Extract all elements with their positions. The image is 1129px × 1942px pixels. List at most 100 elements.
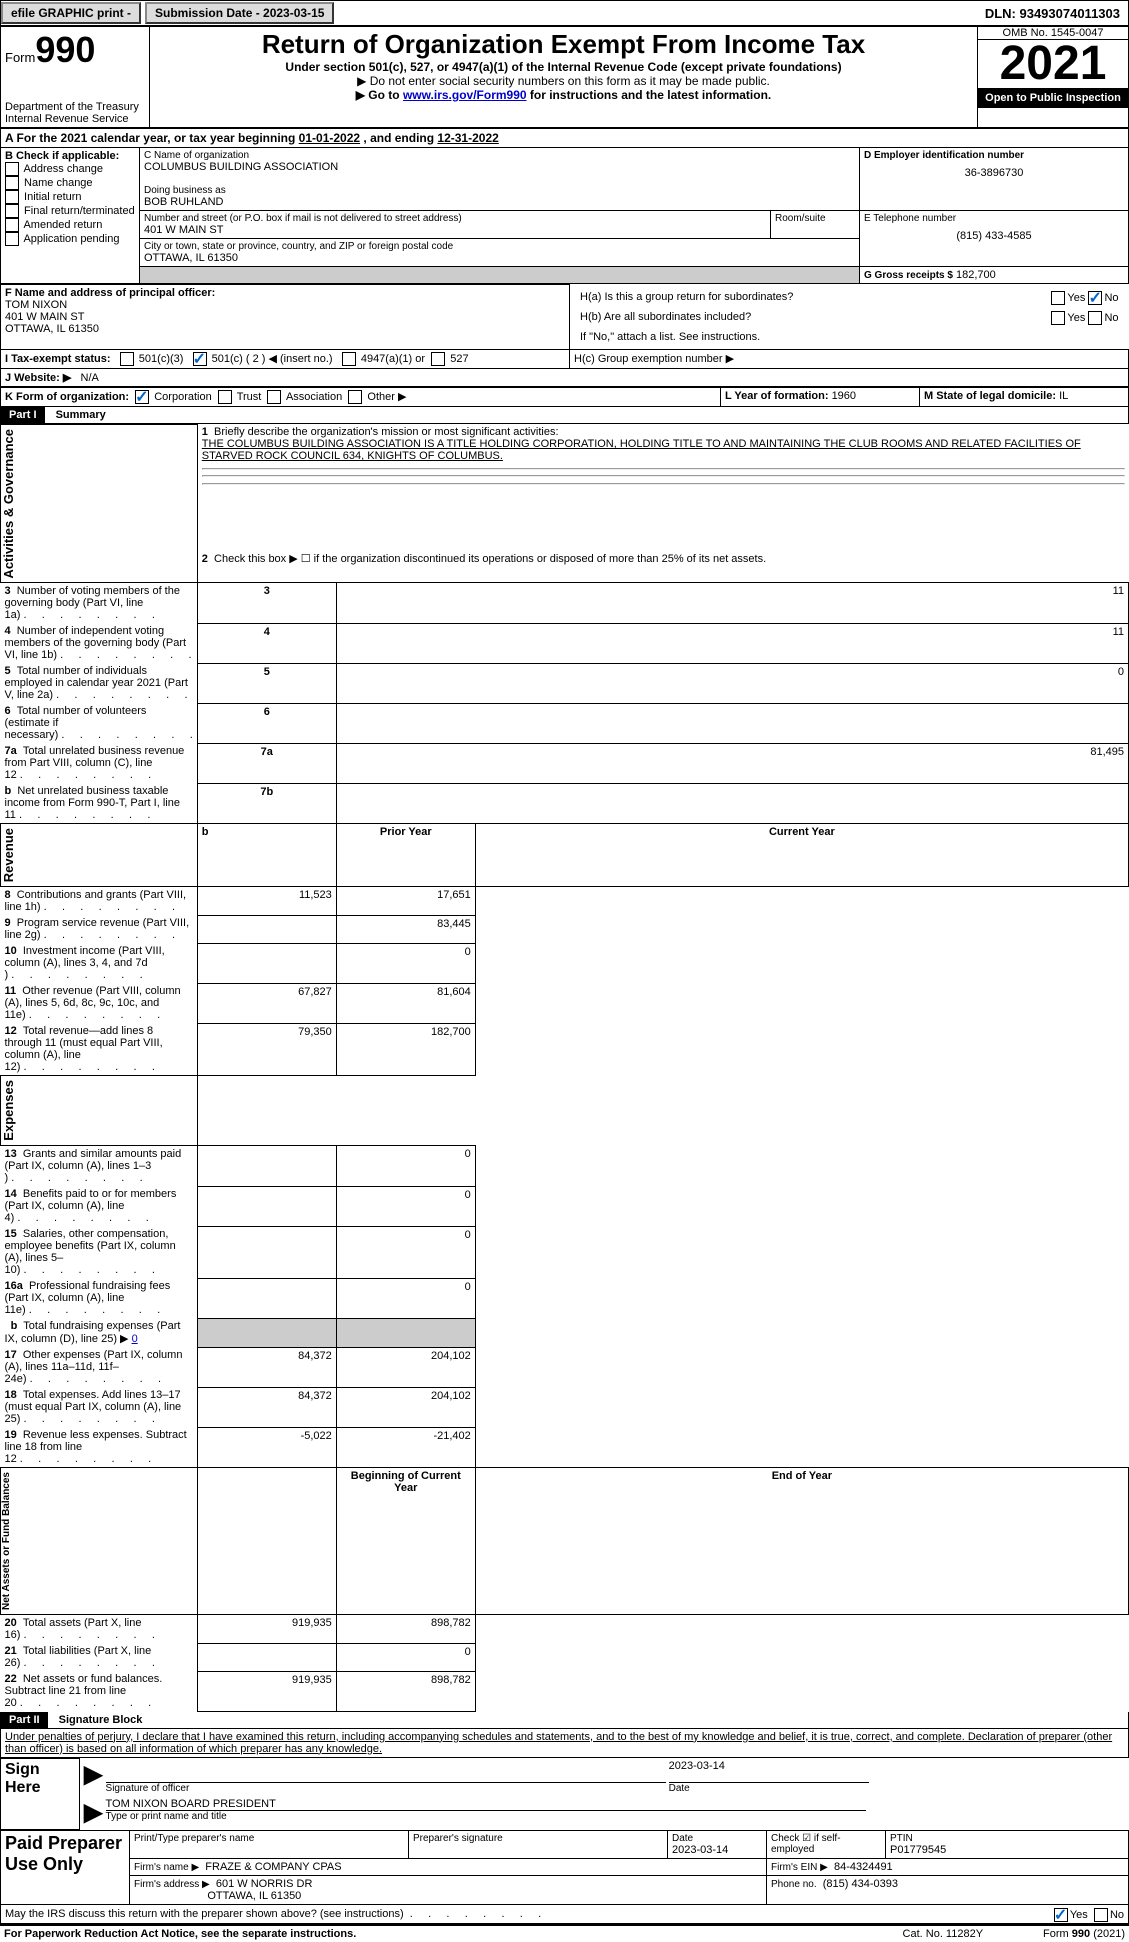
line-a-end: 12-31-2022: [437, 131, 498, 145]
section-e: E Telephone number (815) 433-4585: [860, 211, 1129, 267]
b-item: Initial return: [5, 190, 135, 204]
discuss-yes-checkbox[interactable]: [1054, 1908, 1068, 1922]
line-a: A For the 2021 calendar year, or tax yea…: [0, 129, 1129, 147]
website-value: N/A: [81, 372, 99, 384]
line-b: b: [197, 824, 336, 887]
firm-phone-row: Phone no. (815) 434-0393: [767, 1875, 1129, 1904]
firm-addr1: 601 W NORRIS DR: [216, 1878, 313, 1890]
summary-table: Activities & Governance 1 Briefly descri…: [0, 424, 1129, 1712]
line-9-prior: [197, 915, 336, 943]
k-trust-checkbox[interactable]: [218, 390, 232, 404]
line-16a: 16a Professional fundraising fees (Part …: [1, 1278, 198, 1318]
line-20: 20 Total assets (Part X, line 16): [1, 1615, 198, 1644]
b-checkbox[interactable]: [5, 218, 19, 232]
line-4-val: 11: [336, 623, 1128, 663]
open-inspection: Open to Public Inspection: [978, 88, 1128, 108]
i-4947-checkbox[interactable]: [342, 352, 356, 366]
line-4-box: 4: [197, 623, 336, 663]
sig-date: 2023-03-14: [669, 1760, 869, 1783]
line1-label: Briefly describe the organization's miss…: [214, 426, 558, 438]
i-501c3-checkbox[interactable]: [120, 352, 134, 366]
line-15-prior: [197, 1226, 336, 1278]
b-checkbox[interactable]: [5, 176, 19, 190]
i-501c-checkbox[interactable]: [193, 352, 207, 366]
line-5: 5 Total number of individuals employed i…: [1, 663, 198, 703]
b-checkbox[interactable]: [5, 204, 19, 218]
part1-header: Part I Summary: [0, 407, 1129, 424]
irs-link[interactable]: www.irs.gov/Form990: [403, 88, 527, 102]
firm-addr2: OTTAWA, IL 61350: [207, 1890, 301, 1902]
k-other-checkbox[interactable]: [348, 390, 362, 404]
b-checkbox[interactable]: [5, 190, 19, 204]
street-value: 401 W MAIN ST: [144, 224, 766, 236]
discuss-no-checkbox[interactable]: [1094, 1908, 1108, 1922]
ptin-label: PTIN: [890, 1833, 1124, 1844]
line-8: 8 Contributions and grants (Part VIII, l…: [1, 887, 198, 916]
line-13: 13 Grants and similar amounts paid (Part…: [1, 1146, 198, 1187]
prep-ptin: PTIN P01779545: [886, 1830, 1129, 1858]
b-label: B Check if applicable:: [5, 150, 135, 162]
form-subtitle: Under section 501(c), 527, or 4947(a)(1)…: [154, 60, 973, 74]
check-label: Check ☑ if self-employed: [771, 1833, 881, 1855]
line-20-prior: 919,935: [197, 1615, 336, 1644]
section-d: D Employer identification number 36-3896…: [860, 148, 1129, 211]
k-label: K Form of organization:: [5, 391, 129, 403]
col-prior: Prior Year: [336, 824, 475, 887]
firm-name-row: Firm's name ▶ FRAZE & COMPANY CPAS: [130, 1858, 767, 1875]
form-990: 990: [35, 29, 95, 70]
section-j: J Website: ▶ N/A: [1, 368, 1129, 386]
dots: [407, 1908, 541, 1920]
line-17-prior: 84,372: [197, 1347, 336, 1387]
k-corp-checkbox[interactable]: [135, 390, 149, 404]
line-6-val: [336, 703, 1128, 743]
line-11-prior: 67,827: [197, 983, 336, 1023]
i-501c3: 501(c)(3): [139, 353, 184, 365]
line-17-curr: 204,102: [336, 1347, 475, 1387]
discuss-q: May the IRS discuss this return with the…: [5, 1908, 404, 1920]
line-3-val: 11: [336, 583, 1128, 624]
ha-yes: Yes: [1067, 291, 1085, 303]
ha-no-checkbox[interactable]: [1088, 291, 1102, 305]
b-checkbox[interactable]: [5, 232, 19, 246]
sig-officer-label: Signature of officer: [106, 1783, 666, 1794]
sidebar-exp-label: Expenses: [1, 1076, 16, 1145]
city-value: OTTAWA, IL 61350: [144, 252, 855, 264]
line-11-curr: 81,604: [336, 983, 475, 1023]
line-6-box: 6: [197, 703, 336, 743]
arrow-icon-2: ▶: [84, 1799, 102, 1826]
sig-row1: ▶ Signature of officer 2023-03-14 Date: [80, 1758, 1129, 1796]
prep-name: Print/Type preparer's name: [130, 1830, 409, 1858]
k-assoc-checkbox[interactable]: [267, 390, 281, 404]
submission-date-button[interactable]: Submission Date - 2023-03-15: [145, 2, 334, 24]
room-label: Room/suite: [775, 213, 855, 224]
section-l: L Year of formation: 1960: [721, 387, 920, 406]
efile-print-button[interactable]: efile GRAPHIC print -: [1, 2, 141, 24]
print-label: Print/Type preparer's name: [134, 1833, 404, 1844]
section-h: H(a) Is this a group return for subordin…: [570, 285, 1129, 350]
line-6: 6 Total number of volunteers (estimate i…: [1, 703, 198, 743]
section-i: I Tax-exempt status: 501(c)(3) 501(c) ( …: [1, 349, 570, 368]
line-16b-label: Total fundraising expenses (Part IX, col…: [5, 1320, 181, 1345]
form-header: Form990 Department of the Treasury Inter…: [0, 26, 1129, 129]
phone-value: (815) 434-0393: [823, 1878, 898, 1890]
line-9: 9 Program service revenue (Part VIII, li…: [1, 915, 198, 943]
hb-no-checkbox[interactable]: [1088, 311, 1102, 325]
sign-here-label: Sign Here: [1, 1758, 80, 1829]
d-label: D Employer identification number: [864, 150, 1124, 161]
b-item: Application pending: [5, 232, 135, 246]
l-label: L Year of formation:: [725, 390, 832, 402]
k-assoc: Association: [286, 391, 342, 403]
line-16b-prior: [197, 1318, 336, 1347]
line-15: 15 Salaries, other compensation, employe…: [1, 1226, 198, 1278]
ein-label: Firm's EIN ▶: [771, 1862, 828, 1873]
section-c-city: City or town, state or province, country…: [140, 239, 860, 267]
i-label: I Tax-exempt status:: [5, 353, 111, 365]
ha-yes-checkbox[interactable]: [1051, 291, 1065, 305]
hb-yes-checkbox[interactable]: [1051, 311, 1065, 325]
i-527-checkbox[interactable]: [431, 352, 445, 366]
gross-receipts: 182,700: [956, 269, 996, 281]
b-checkbox[interactable]: [5, 162, 19, 176]
line-3: 3 Number of voting members of the govern…: [1, 583, 198, 624]
line-a-pre: A For the 2021 calendar year, or tax yea…: [5, 131, 299, 145]
preparer-label: Paid Preparer Use Only: [1, 1830, 130, 1904]
